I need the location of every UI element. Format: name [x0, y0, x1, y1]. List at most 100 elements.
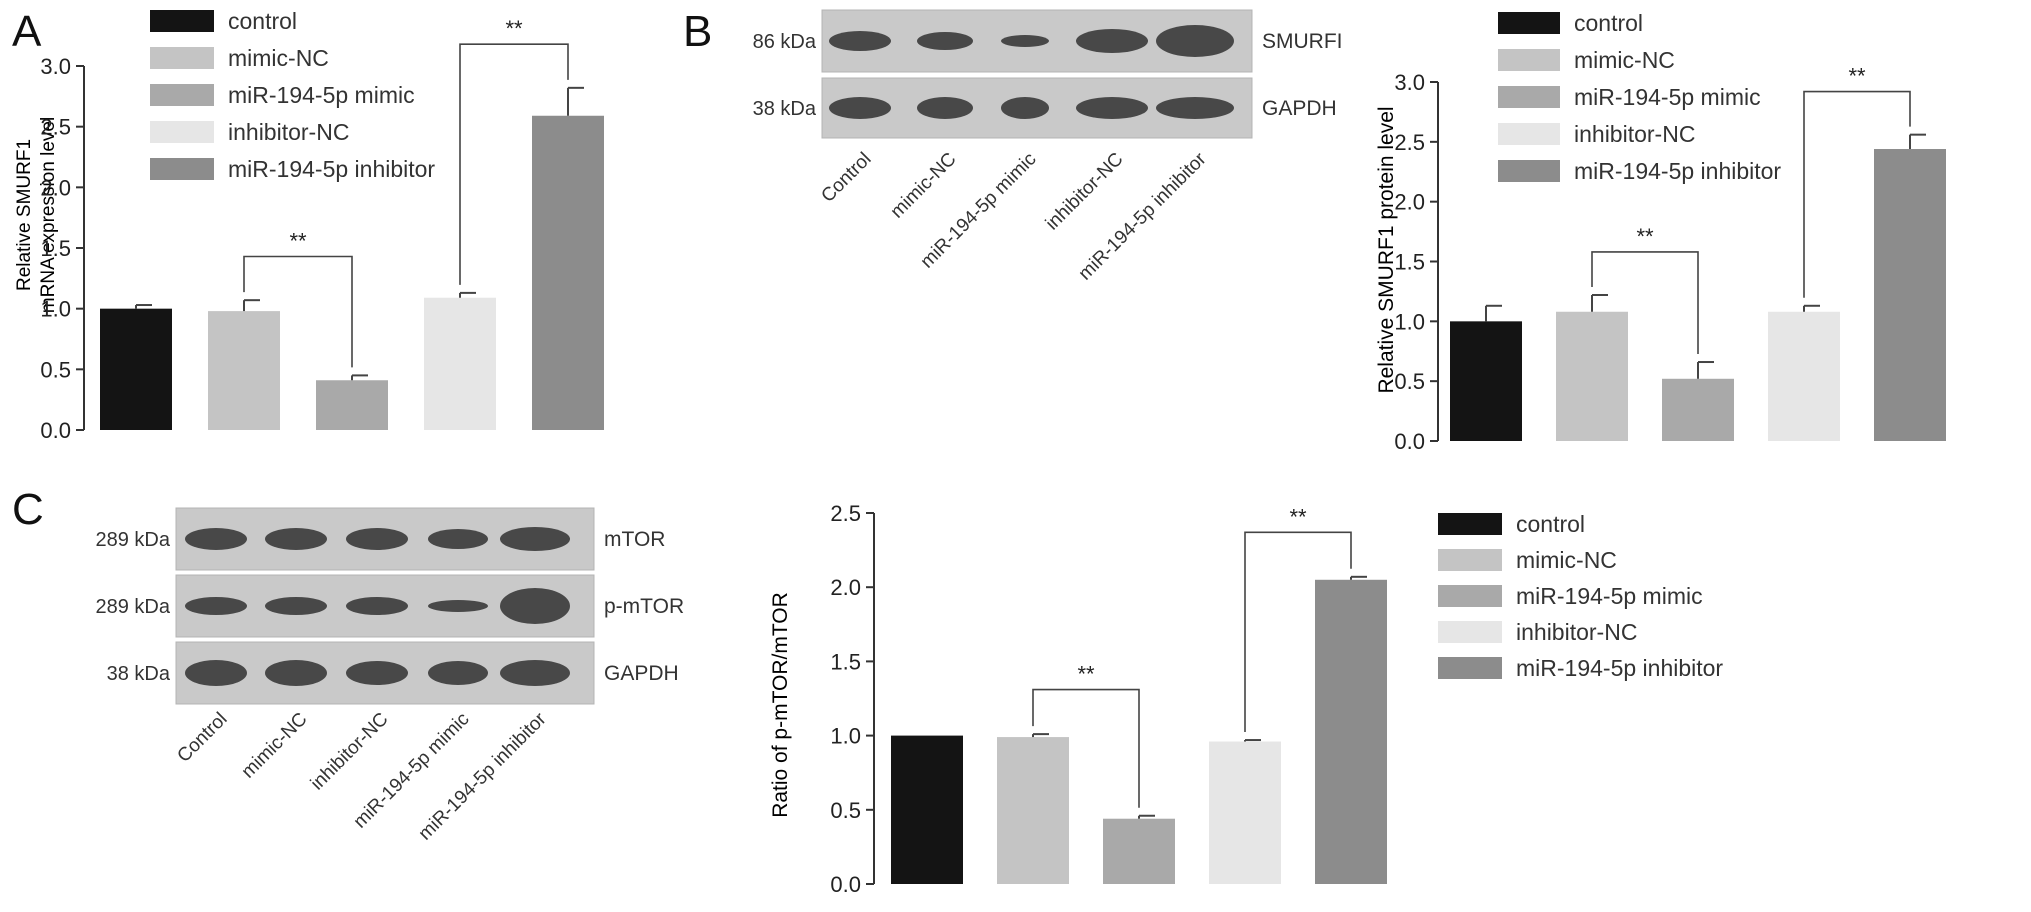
blot-c-band-1-2 — [346, 597, 408, 615]
chart-c-y-tick-label: 2.0 — [830, 575, 861, 600]
blot-c-band-0-4 — [500, 527, 570, 551]
chart-c-legend: control mimic-NC miR-194-5p mimic inhibitor… — [1438, 511, 1723, 681]
blot-b-band-1-0 — [829, 97, 891, 119]
blot-c-protein-label-2: GAPDH — [604, 662, 679, 685]
panel-letter-c: C — [12, 485, 44, 534]
chart-c-legend-swatch-0 — [1438, 513, 1502, 535]
chart-b-legend-swatch-2 — [1498, 86, 1560, 108]
blot-c-band-2-0 — [185, 660, 247, 686]
chart-b-legend-label-0: control — [1574, 10, 1643, 36]
panel-letter-a: A — [12, 7, 42, 56]
blot-c-mw-label-0: 289 kDa — [96, 529, 171, 551]
chart-b-y-tick-label: 2.0 — [1394, 190, 1425, 215]
chart-a-legend-swatch-0 — [150, 10, 214, 32]
chart-c-significance-label-0: ** — [1077, 662, 1095, 687]
chart-a-y-tick-label: 2.0 — [40, 175, 71, 200]
blot-c-band-1-0 — [185, 597, 247, 615]
chart-b-bar-4 — [1874, 149, 1946, 441]
blot-b-lane-label-3: inhibitor-NC — [1042, 149, 1128, 235]
chart-b-legend-label-2: miR-194-5p mimic — [1574, 84, 1761, 110]
chart-a-legend-swatch-4 — [150, 158, 214, 180]
chart-b-legend-label-4: miR-194-5p inhibitor — [1574, 158, 1781, 184]
blot-c-protein-label-1: p-mTOR — [604, 595, 684, 618]
chart-c-legend-label-1: mimic-NC — [1516, 547, 1617, 573]
chart-b-significance-label-0: ** — [1636, 224, 1654, 249]
chart-c-bar-2 — [1103, 818, 1175, 884]
chart-c: 0.0 0.5 1.0 1.5 2.0 2.5 ** ** — [830, 501, 1387, 897]
chart-b-significance-bracket-0 — [1591, 251, 1699, 355]
chart-c-legend-swatch-3 — [1438, 621, 1502, 643]
chart-c-legend-label-2: miR-194-5p mimic — [1516, 583, 1703, 609]
chart-a-y-tick-label: 0.0 — [40, 418, 71, 443]
blot-c-band-1-4 — [500, 588, 570, 624]
chart-a-significance-bracket-0 — [243, 255, 353, 368]
chart-a-y-tick-label: 0.5 — [40, 357, 71, 382]
chart-a-bar-4 — [532, 115, 604, 430]
panel-letter-b: B — [683, 7, 712, 56]
chart-c-bar-0 — [891, 735, 963, 884]
chart-b-legend-swatch-0 — [1498, 12, 1560, 34]
chart-c-significance-bracket-0 — [1032, 688, 1140, 808]
chart-c-legend-swatch-2 — [1438, 585, 1502, 607]
blot-c-band-0-0 — [185, 528, 247, 550]
blot-b-protein-label-0: SMURFI — [1262, 30, 1343, 53]
blot-c-lane-label-1: mimic-NC — [238, 709, 312, 783]
chart-c-bar-3 — [1209, 741, 1281, 884]
chart-a-significance-label-1: ** — [505, 16, 523, 41]
blot-b-lane-label-0: Control — [817, 149, 875, 207]
chart-c-legend-label-0: control — [1516, 511, 1585, 537]
chart-c-bar-4 — [1315, 579, 1387, 884]
blot-c-lane-label-4: miR-194-5p inhibitor — [415, 708, 551, 844]
blot-b-band-0-2 — [1001, 35, 1049, 47]
chart-b-y-tick-label: 0.0 — [1394, 429, 1425, 454]
blot-b-band-1-4 — [1156, 97, 1234, 119]
chart-a-ylabel-line2: mRNA expression level — [38, 117, 59, 313]
blot-c-band-0-2 — [346, 528, 408, 550]
chart-a-y-tick-label: 1.5 — [40, 236, 71, 261]
chart-a-y-tick-label: 2.5 — [40, 115, 71, 140]
chart-c-legend-label-3: inhibitor-NC — [1516, 619, 1637, 645]
chart-c-y-tick-label: 0.0 — [830, 872, 861, 897]
chart-b: 0.0 0.5 1.0 1.5 2.0 2.5 3.0 ** ** — [1394, 64, 1946, 454]
chart-b-y-tick-label: 3.0 — [1394, 70, 1425, 95]
blot-b-band-1-1 — [917, 97, 973, 119]
blot-b-protein-label-1: GAPDH — [1262, 97, 1337, 120]
blot-c-band-2-1 — [265, 660, 327, 686]
chart-c-y-tick-label: 1.0 — [830, 724, 861, 749]
chart-a-legend-label-3: inhibitor-NC — [228, 119, 349, 145]
blot-b-lane-label-1: mimic-NC — [887, 149, 961, 223]
chart-c-ylabel: Ratio of p-mTOR/mTOR — [769, 592, 792, 818]
chart-b-legend: control mimic-NC miR-194-5p mimic inhibitor… — [1498, 10, 1781, 184]
blot-c-mw-label-2: 38 kDa — [107, 663, 171, 685]
blot-c-lane-label-2: inhibitor-NC — [307, 709, 393, 795]
chart-b-legend-swatch-3 — [1498, 123, 1560, 145]
chart-b-legend-swatch-4 — [1498, 160, 1560, 182]
chart-b-bar-3 — [1768, 311, 1840, 441]
chart-a-significance-label-0: ** — [289, 228, 307, 253]
chart-c-y-tick-label: 0.5 — [830, 798, 861, 823]
chart-c-y-tick-label: 2.5 — [830, 501, 861, 526]
blot-c: 289 kDa mTOR 289 kDa p-mTOR 38 kDa GAPDH Contr… — [96, 507, 684, 845]
chart-c-legend-swatch-4 — [1438, 657, 1502, 679]
chart-a-legend-label-0: control — [228, 8, 297, 34]
blot-b-mw-label-0: 86 kDa — [753, 31, 817, 53]
chart-a-legend-label-2: miR-194-5p mimic — [228, 82, 415, 108]
chart-c-significance-bracket-1 — [1244, 531, 1352, 733]
blot-b-band-0-3 — [1076, 29, 1148, 53]
chart-a-bar-1 — [208, 311, 280, 430]
chart-b-y-tick-label: 0.5 — [1394, 369, 1425, 394]
blot-c-band-2-3 — [428, 661, 488, 685]
chart-b-bar-2 — [1662, 378, 1734, 441]
chart-a-legend-swatch-2 — [150, 84, 214, 106]
chart-b-legend-label-3: inhibitor-NC — [1574, 121, 1695, 147]
chart-a-legend-swatch-1 — [150, 47, 214, 69]
blot-c-band-1-3 — [428, 600, 488, 612]
chart-b-significance-label-1: ** — [1848, 64, 1866, 89]
chart-a-legend: control mimic-NC miR-194-5p mimic inhibitor… — [150, 8, 435, 182]
chart-b-legend-swatch-1 — [1498, 49, 1560, 71]
blot-c-band-2-4 — [500, 660, 570, 686]
chart-a-bar-0 — [100, 308, 172, 430]
chart-a-bar-2 — [316, 380, 388, 430]
